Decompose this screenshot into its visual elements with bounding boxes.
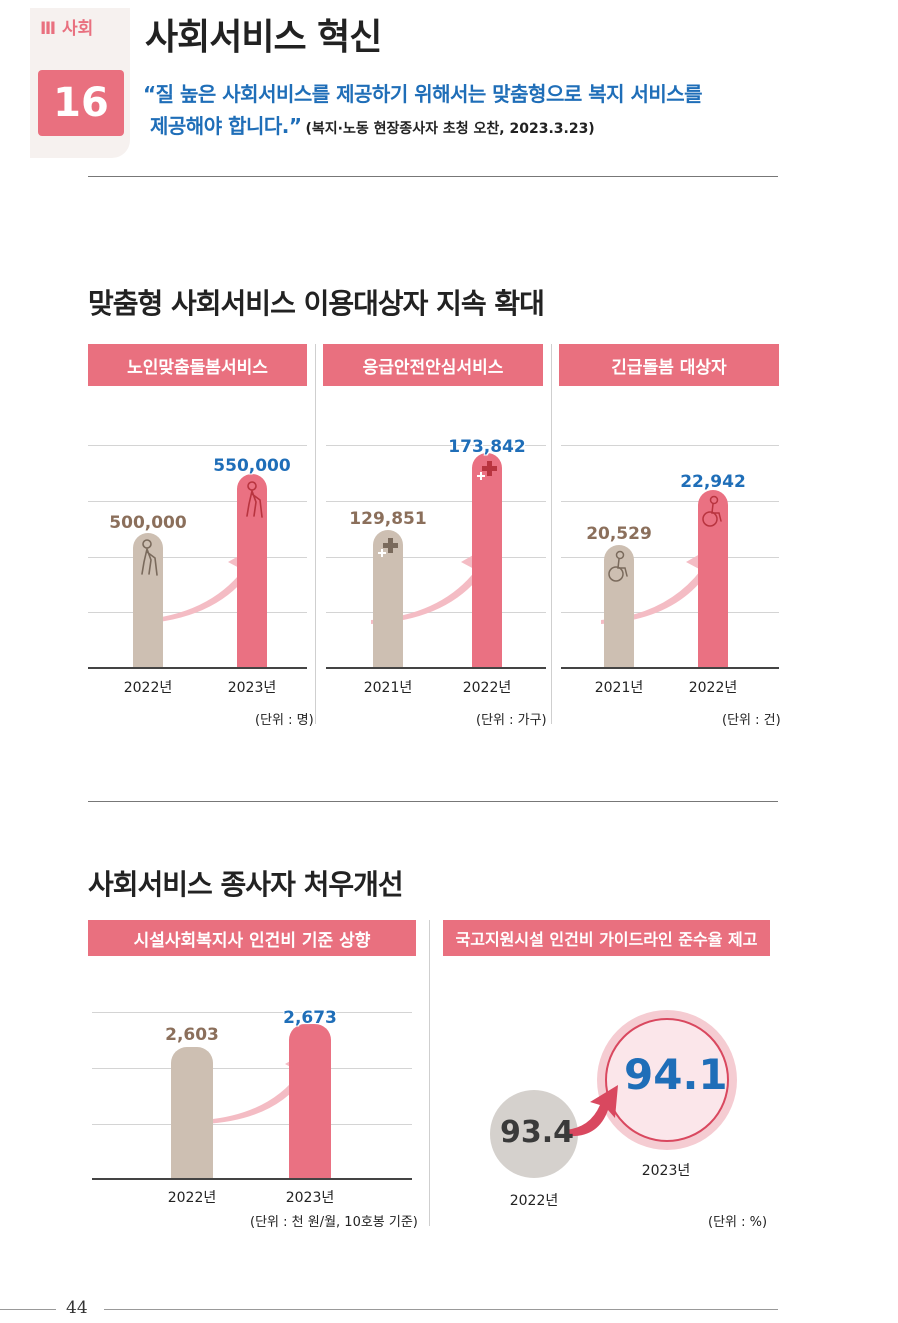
value-label-prev: 129,851 [349,509,427,529]
medical-cross-icon [378,538,398,557]
page-title: 사회서비스 혁신 [145,17,382,58]
rate-prev-value: 93.4 [500,1115,575,1150]
elderly-icon [246,481,263,518]
bubble-current-inner [605,1018,729,1142]
panel-separator [429,920,430,1226]
bar-current [289,1024,331,1179]
unit-label: (단위 : %) [708,1215,768,1230]
gridline [92,1012,412,1013]
year-label: 2022년 [167,1190,217,1206]
section-label: Ⅲ 사회 [40,19,94,39]
bubble-prev [490,1090,578,1178]
value-label-current: 22,942 [680,472,746,492]
value-label-prev: 500,000 [109,513,187,533]
unit-label: (단위 : 천 원/월, 10호봉 기준) [250,1215,418,1230]
value-label-current: 550,000 [213,456,291,476]
x-axis [561,667,779,669]
panel-separator [551,344,552,724]
bar-current [472,453,502,668]
panel4-banner: 시설사회복지사 인건비 기준 상향 [88,920,416,956]
gridline [92,1124,412,1125]
year-label: 2022년 [688,680,738,696]
gridline [326,501,546,502]
footer-rule [0,1309,56,1310]
growth-arrow [138,542,263,624]
gridline [88,557,307,558]
gridline [561,445,779,446]
gridline [326,445,546,446]
year-label: 2023년 [285,1190,335,1206]
footer-rule [104,1309,778,1310]
unit-label: (단위 : 명) [255,713,314,728]
year-label: 2021년 [594,680,644,696]
year-label: 2022년 [509,1193,559,1209]
x-axis [92,1178,412,1180]
panel-separator [315,344,316,724]
wheelchair-icon [608,550,628,582]
gridline [561,612,779,613]
year-label: 2022년 [462,680,512,696]
panel2-banner: 응급안전안심서비스 [323,344,543,386]
gridline [561,501,779,502]
panel1-banner: 노인맞춤돌봄서비스 [88,344,307,386]
section1-title: 맞춤형 사회서비스 이용대상자 지속 확대 [88,287,545,320]
divider [88,801,778,802]
quote-line-1: “질 높은 사회서비스를 제공하기 위해서는 맞춤형으로 복지 서비스를 [143,82,703,106]
year-label: 2023년 [641,1163,691,1179]
gridline [88,612,307,613]
panel5-banner: 국고지원시설 인건비 가이드라인 준수율 제고 [443,920,770,956]
gridline [92,1068,412,1069]
gridline [326,612,546,613]
value-label-current: 173,842 [448,437,526,457]
section2-title: 사회서비스 종사자 처우개선 [88,868,404,901]
medical-cross-icon [477,461,497,480]
value-label-prev: 20,529 [586,524,652,544]
gridline [88,445,307,446]
panel3-banner: 긴급돌봄 대상자 [559,344,779,386]
growth-arrow [601,542,721,624]
quote-line-2: 제공해야 합니다.” (복지·노동 현장종사자 초청 오찬, 2023.3.23) [150,110,595,139]
quote-line-2-text: 제공해야 합니다.” [150,114,302,138]
value-label-current: 2,673 [283,1008,337,1028]
x-axis [326,667,546,669]
x-axis [88,667,307,669]
elderly-icon [141,539,158,576]
wheelchair-icon [702,495,722,527]
rate-current-value: 94.1 [624,1050,728,1099]
bar-prev [133,533,163,668]
gridline [326,557,546,558]
year-label: 2022년 [123,680,173,696]
year-label: 2023년 [227,680,277,696]
page-number: 44 [66,1298,88,1318]
bar-current [237,474,267,668]
section-number-badge: 16 [38,70,124,136]
growth-arrow [565,1085,618,1137]
unit-label: (단위 : 가구) [476,713,547,728]
unit-label: (단위 : 건) [722,713,781,728]
quote-source: (복지·노동 현장종사자 초청 오찬, 2023.3.23) [305,121,595,137]
bar-prev [171,1047,213,1179]
gridline [561,557,779,558]
value-label-prev: 2,603 [165,1025,219,1045]
growth-arrow [371,542,496,624]
year-label: 2021년 [363,680,413,696]
gridline [88,501,307,502]
divider [88,176,778,177]
